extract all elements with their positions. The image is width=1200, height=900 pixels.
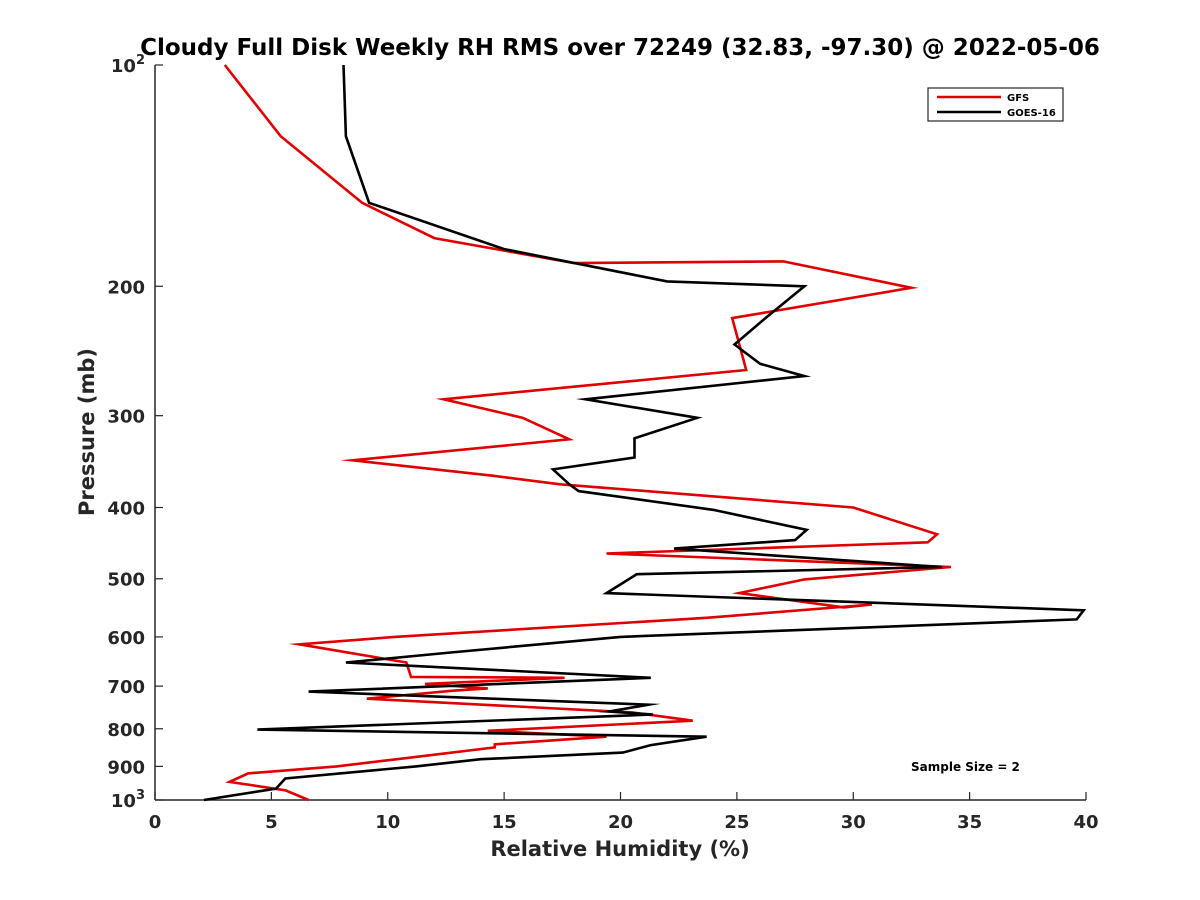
y-tick-exponent: 2 xyxy=(136,53,145,68)
y-tick-base: 10 xyxy=(111,56,136,77)
x-tick-label: 10 xyxy=(375,812,400,833)
legend: GFS GOES-16 xyxy=(927,87,1064,122)
y-tick-label: 900 xyxy=(107,757,145,778)
y-tick-label: 500 xyxy=(107,570,145,591)
x-tick-label: 40 xyxy=(1073,812,1098,833)
x-tick-label: 5 xyxy=(265,812,278,833)
y-tick-label: 200 xyxy=(107,277,145,298)
y-tick-label: 300 xyxy=(107,407,145,428)
x-tick-label: 15 xyxy=(492,812,517,833)
x-tick-label: 20 xyxy=(608,812,633,833)
y-axis-label: Pressure (mb) xyxy=(75,348,99,516)
series-line-gfs xyxy=(223,64,952,802)
y-tick-label: 102 xyxy=(111,53,145,77)
series-line-goes-16 xyxy=(203,64,1087,802)
y-tick-label: 700 xyxy=(107,677,145,698)
y-tick-label: 800 xyxy=(107,720,145,741)
y-tick-label: 400 xyxy=(107,499,145,520)
y-tick-label: 600 xyxy=(107,628,145,649)
legend-label: GFS xyxy=(1007,93,1029,104)
legend-box xyxy=(927,87,1064,122)
x-tick-label: 30 xyxy=(841,812,866,833)
x-axis-label: Relative Humidity (%) xyxy=(490,837,749,861)
y-tick-exponent: 3 xyxy=(136,788,145,803)
x-tick-label: 35 xyxy=(957,812,982,833)
sample-size-annotation: Sample Size = 2 xyxy=(911,760,1020,774)
series-layer xyxy=(203,64,1087,802)
chart-title: Cloudy Full Disk Weekly RH RMS over 7224… xyxy=(140,35,1100,61)
x-axis-ticks: 0 5 10 15 20 25 30 35 40 xyxy=(149,792,1099,833)
legend-label: GOES-16 xyxy=(1007,108,1056,119)
y-tick-label: 103 xyxy=(111,788,145,812)
y-tick-base: 10 xyxy=(111,791,136,812)
x-tick-label: 25 xyxy=(724,812,749,833)
x-tick-label: 0 xyxy=(149,812,162,833)
